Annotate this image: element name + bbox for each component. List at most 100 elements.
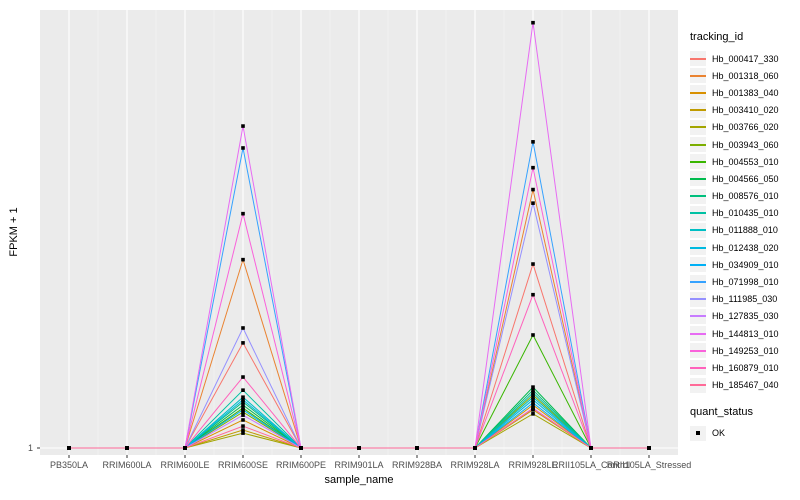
y-tick-label: 1 (27, 443, 33, 453)
legend-item-label: Hb_000417_330 (712, 53, 779, 64)
data-point (241, 326, 245, 330)
legend-item: Hb_003766_020 (690, 119, 798, 136)
legend-item: Hb_008576_010 (690, 188, 798, 205)
legend-item: Hb_001318_060 (690, 67, 798, 84)
legend-line-swatch (690, 332, 706, 335)
data-point (531, 165, 535, 170)
legend-quant-status: quant_status OK (690, 406, 798, 442)
legend-item-label: Hb_149253_010 (712, 345, 779, 356)
legend-key (690, 188, 706, 204)
data-point (241, 424, 245, 428)
quant-key (690, 425, 706, 441)
legend-item-label: Hb_071998_010 (712, 277, 779, 288)
data-point (473, 446, 477, 450)
data-point (531, 395, 535, 399)
data-point (531, 385, 535, 389)
data-point (531, 140, 535, 144)
legend-line-swatch (690, 263, 706, 266)
legend-item: Hb_149253_010 (690, 342, 798, 359)
legend-key (690, 343, 706, 359)
legend-line-swatch (690, 298, 706, 301)
legend-key (690, 291, 706, 307)
legend-item-quant: OK (690, 425, 798, 442)
legend-item: Hb_003410_020 (690, 102, 798, 119)
data-point (241, 403, 245, 407)
legend-key (690, 119, 706, 135)
legend-key (690, 137, 706, 153)
legend-key (690, 377, 706, 393)
legend-key (690, 205, 706, 221)
legend-key (690, 51, 706, 67)
legend-line-swatch (690, 74, 706, 77)
legend-key (690, 240, 706, 256)
data-point (531, 20, 535, 25)
legend-line-swatch (690, 109, 706, 112)
legend-item: Hb_111985_030 (690, 291, 798, 308)
data-point (647, 446, 651, 450)
x-tick-label: RRII105LA_Stressed (606, 460, 692, 470)
data-point (241, 395, 245, 399)
data-point (241, 428, 245, 432)
data-point (531, 412, 535, 416)
data-point (183, 446, 187, 450)
data-point (241, 418, 245, 422)
legend-item-label: Hb_003766_020 (712, 122, 779, 133)
x-tick-label: RRIM600LA (102, 460, 152, 470)
legend-item-label: Hb_127835_030 (712, 311, 779, 322)
legend-item-label: Hb_185467_040 (712, 380, 779, 391)
legend-key (690, 257, 706, 273)
legend-line-swatch (690, 349, 706, 352)
data-point (531, 388, 535, 392)
data-point (241, 408, 245, 412)
legend-key (690, 154, 706, 170)
legend-line-swatch (690, 315, 706, 318)
data-point (241, 211, 245, 216)
legend-item-label: Hb_008576_010 (712, 191, 779, 202)
legend-item-label: Hb_012438_020 (712, 242, 779, 253)
legend-line-swatch (690, 91, 706, 94)
legend-key (690, 326, 706, 342)
legend-item: Hb_160879_010 (690, 359, 798, 376)
legend-item-label: Hb_001383_040 (712, 87, 779, 98)
data-point (241, 431, 245, 435)
legend-line-swatch (690, 366, 706, 369)
data-point (299, 446, 303, 450)
legend-key (690, 222, 706, 238)
legend-item: Hb_000417_330 (690, 50, 798, 67)
data-point (241, 146, 245, 150)
x-tick-label: RRIM901LA (334, 460, 384, 470)
data-point (241, 400, 245, 404)
x-tick-label: RRIM928LE (508, 460, 558, 470)
legend-key (690, 85, 706, 101)
x-tick-label: RRIM600LE (160, 460, 210, 470)
legend-item: Hb_010435_010 (690, 205, 798, 222)
data-point (241, 375, 245, 379)
legend-item-label: Hb_001318_060 (712, 70, 779, 81)
x-tick-label: RRIM928LA (450, 460, 500, 470)
legend-line-swatch (690, 195, 706, 198)
legend-item: Hb_127835_030 (690, 308, 798, 325)
x-tick-label: RRIM600SE (217, 460, 269, 470)
y-axis-title: FPKM + 1 (8, 207, 20, 257)
data-point (531, 401, 535, 405)
legend-item: Hb_011888_010 (690, 222, 798, 239)
legend-title-tracking: tracking_id (690, 31, 744, 43)
x-tick-label: RRIM928BA (391, 460, 443, 470)
x-axis-title: sample_name (324, 474, 394, 486)
data-point (531, 391, 535, 395)
data-point (531, 398, 535, 402)
data-point (241, 341, 245, 345)
legend-line-swatch (690, 212, 706, 215)
legend-key (690, 171, 706, 187)
legend-line-swatch (690, 229, 706, 232)
data-point (531, 333, 535, 337)
legend-item: Hb_144813_010 (690, 325, 798, 342)
legend-item-label: Hb_003410_020 (712, 105, 779, 116)
data-point (125, 446, 129, 450)
legend-key (690, 274, 706, 290)
data-point (241, 398, 245, 402)
data-point (67, 446, 71, 450)
legend-item-label: Hb_004553_010 (712, 156, 779, 167)
